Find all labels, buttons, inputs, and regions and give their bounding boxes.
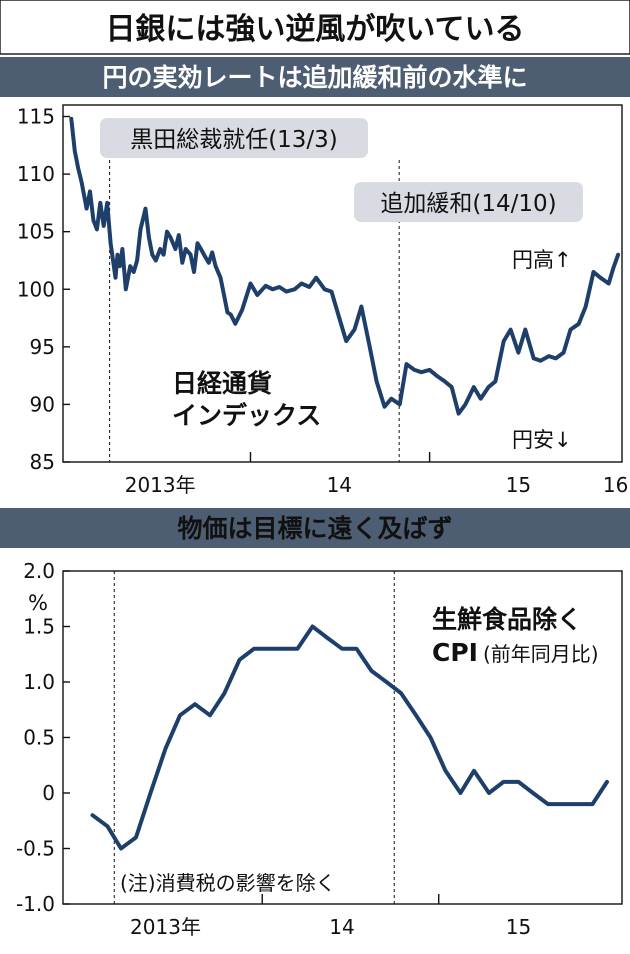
series-line bbox=[69, 116, 621, 416]
y-tick-label: 0.5 bbox=[23, 726, 55, 750]
y-tick-label: 1.5 bbox=[23, 615, 55, 639]
y-tick-label: 90 bbox=[30, 392, 55, 416]
x-tick-label: 15 bbox=[506, 915, 531, 939]
series-label-line: (前年同月比) bbox=[483, 642, 599, 666]
y-tick-label: 115 bbox=[17, 105, 55, 129]
series-label-line: 生鮮食品除く bbox=[432, 605, 582, 634]
y-tick-label: -0.5 bbox=[16, 837, 55, 861]
event-label: 追加緩和(14/10) bbox=[380, 191, 556, 217]
series-line bbox=[90, 624, 609, 851]
x-tick-label: 15 bbox=[506, 473, 531, 497]
section-title-2: 物価は目標に遠く及ばず bbox=[177, 514, 452, 543]
cpi-chart: 2.0 1.5 1.0 0.5 0 -0.5 -1.0 2013年 14 15% 生鮮食品除く CPI… bbox=[16, 559, 623, 939]
x-tick-label: 16 bbox=[603, 473, 628, 497]
series-label-line: CPI bbox=[432, 638, 478, 667]
main-title: 日銀には強い逆風が吹いている bbox=[105, 12, 524, 47]
y-tick-label: 110 bbox=[17, 162, 55, 186]
section-title-1: 円の実効レートは追加緩和前の水準に bbox=[102, 63, 527, 92]
x-tick-label: 2013年 bbox=[125, 473, 196, 497]
series-label-line: 日経通貨 bbox=[172, 369, 272, 398]
y-tick-label: 1.0 bbox=[23, 670, 55, 694]
y-tick-label: 95 bbox=[30, 335, 55, 359]
annotation-yen-strong: 円高↑ bbox=[512, 248, 572, 272]
series-label-line: インデックス bbox=[172, 401, 321, 430]
section-header-1 bbox=[0, 57, 630, 97]
y-tick-label: 0 bbox=[42, 781, 55, 805]
y-tick-label: 105 bbox=[17, 220, 55, 244]
y-tick-label: 2.0 bbox=[23, 559, 55, 583]
x-tick-label: 14 bbox=[329, 915, 354, 939]
y-tick-label: -1.0 bbox=[16, 892, 55, 916]
y-tick-label: 85 bbox=[30, 450, 55, 474]
y-unit-label: % bbox=[28, 591, 48, 615]
footnote: (注)消費税の影響を除く bbox=[120, 871, 336, 895]
title-frame bbox=[0, 0, 630, 55]
y-tick-label: 100 bbox=[17, 277, 55, 301]
event-callout-box bbox=[100, 118, 368, 158]
event-label: 黒田総裁就任(13/3) bbox=[130, 127, 338, 153]
section-header-2 bbox=[0, 508, 630, 548]
x-tick-label: 2013年 bbox=[130, 915, 201, 939]
event-callout-box bbox=[354, 182, 583, 222]
plot-frame bbox=[62, 104, 623, 463]
annotation-yen-weak: 円安↓ bbox=[512, 428, 572, 452]
x-tick-label: 14 bbox=[327, 473, 352, 497]
currency-index-chart: 115 110 105 100 95 90 85 2013年 14 15 16 黒田総裁就任(13/3… bbox=[17, 104, 628, 497]
